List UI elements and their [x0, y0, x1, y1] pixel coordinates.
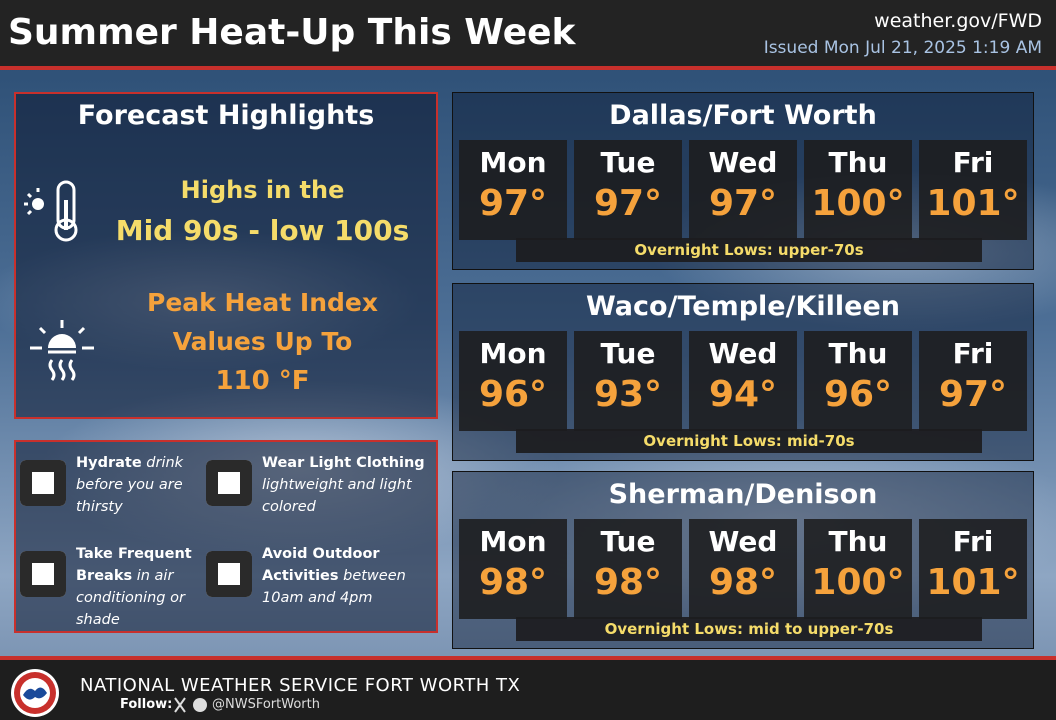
day-high: 100° [811, 183, 905, 224]
day-name: Tue [600, 525, 656, 558]
day-high: 94° [708, 374, 778, 415]
heat-index-line: Peak Heat Index [147, 288, 378, 317]
city-name: Sherman/Denison [608, 479, 878, 510]
day-box: Mon 97° [459, 140, 567, 240]
day-high: 97° [938, 374, 1008, 415]
day-box: Fri 97° [919, 331, 1027, 431]
day-box: Tue 98° [574, 519, 682, 619]
day-box: Tue 93° [574, 331, 682, 431]
day-high: 98° [708, 562, 778, 603]
tip-icon [206, 460, 252, 506]
day-high: 97° [593, 183, 663, 224]
day-box: Tue 97° [574, 140, 682, 240]
day-box: Wed 97° [689, 140, 797, 240]
day-name: Fri [952, 146, 994, 179]
website: weather.gov/FWD [874, 10, 1042, 32]
highs-range: Mid 90s - low 100s [115, 214, 410, 247]
tip-text: Take Frequent Breaks in air conditioning… [76, 543, 204, 631]
city-name: Dallas/Fort Worth [609, 100, 877, 131]
page-title: Summer Heat-Up This Week [8, 12, 576, 53]
day-box: Thu 96° [804, 331, 912, 431]
day-name: Tue [600, 337, 656, 370]
heat-index-line: Values Up To [172, 327, 353, 356]
tip-detail: in air conditioning or shade [76, 568, 185, 628]
day-name: Mon [479, 525, 547, 558]
thermometer-icon [24, 180, 78, 242]
overnight-lows: Overnight Lows: upper-70s [516, 238, 982, 262]
day-box: Thu 100° [804, 140, 912, 240]
day-high: 98° [593, 562, 663, 603]
highlights-title: Forecast Highlights [77, 100, 375, 131]
agency-name: NATIONAL WEATHER SERVICE FORT WORTH TX [80, 675, 521, 696]
day-name: Thu [828, 525, 888, 558]
highlights-panel [14, 92, 438, 419]
day-name: Wed [708, 337, 778, 370]
social-handle: @NWSFortWorth [212, 697, 320, 712]
day-box: Wed 94° [689, 331, 797, 431]
highs-line: Highs in the [180, 176, 345, 204]
tip-text: Avoid Outdoor Activities between 10am an… [262, 543, 434, 609]
follow-label: Follow: [120, 697, 173, 712]
tip-text: Wear Light Clothing lightweight and ligh… [262, 452, 434, 518]
day-name: Wed [708, 146, 778, 179]
day-box: Mon 98° [459, 519, 567, 619]
issued-time: Issued Mon Jul 21, 2025 1:19 AM [763, 38, 1042, 58]
day-box: Fri 101° [919, 519, 1027, 619]
day-box: Wed 98° [689, 519, 797, 619]
tip-title: Wear Light Clothing [262, 455, 425, 471]
day-name: Fri [952, 525, 994, 558]
heat-index-value: 110 °F [215, 366, 310, 396]
overnight-lows: Overnight Lows: mid-70s [516, 429, 982, 453]
day-high: 93° [593, 374, 663, 415]
day-name: Tue [600, 146, 656, 179]
tip-title: Take Frequent Breaks [76, 546, 192, 584]
tip-detail: lightweight and light colored [262, 477, 412, 515]
day-name: Mon [479, 337, 547, 370]
social-icons [174, 697, 207, 713]
tip-title: Hydrate [76, 455, 142, 471]
day-name: Thu [828, 146, 888, 179]
day-high: 96° [478, 374, 548, 415]
header-bar [0, 0, 1056, 70]
day-name: Fri [952, 337, 994, 370]
day-name: Wed [708, 525, 778, 558]
tip-detail: drink before you are thirsty [76, 455, 184, 515]
day-high: 100° [811, 562, 905, 603]
heat-index-icon [30, 320, 94, 381]
day-high: 97° [708, 183, 778, 224]
day-high: 101° [926, 183, 1020, 224]
day-high: 101° [926, 562, 1020, 603]
day-high: 97° [478, 183, 548, 224]
day-high: 96° [823, 374, 893, 415]
tip-icon [206, 551, 252, 597]
day-name: Mon [479, 146, 547, 179]
overnight-lows: Overnight Lows: mid to upper-70s [516, 617, 982, 641]
day-name: Thu [828, 337, 888, 370]
day-box: Fri 101° [919, 140, 1027, 240]
day-box: Mon 96° [459, 331, 567, 431]
tip-text: Hydrate drink before you are thirsty [76, 452, 204, 518]
tip-detail: between 10am and 4pm [262, 568, 406, 606]
tip-icon [20, 551, 66, 597]
tip-title: Avoid Outdoor Activities [262, 546, 380, 584]
day-box: Thu 100° [804, 519, 912, 619]
tip-icon [20, 460, 66, 506]
nws-logo [11, 669, 59, 717]
city-name: Waco/Temple/Killeen [585, 291, 901, 322]
day-high: 98° [478, 562, 548, 603]
